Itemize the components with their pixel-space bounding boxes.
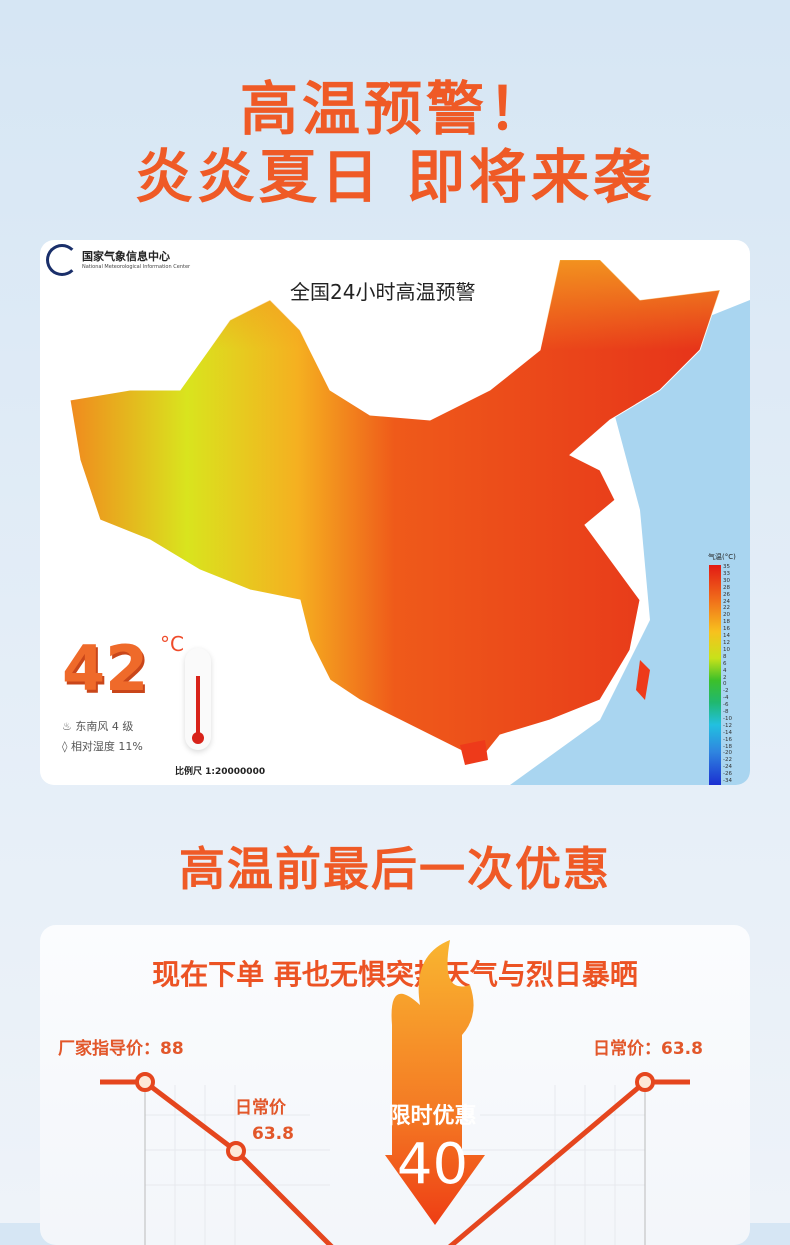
humidity-text: 相对湿度 11% bbox=[70, 740, 143, 753]
headline-line-2: 炎炎夏日 即将来袭 bbox=[134, 143, 656, 211]
headline-line-1: 高温预警！ bbox=[239, 75, 550, 143]
daily-price-value: 63.8 bbox=[252, 1124, 294, 1144]
humidity-info: ◊ 相对湿度 11% bbox=[62, 740, 143, 753]
price-line-down bbox=[100, 1079, 334, 1245]
legend-tick: -20 bbox=[723, 750, 732, 757]
temperature-value: 42 bbox=[62, 632, 149, 705]
price-chart bbox=[100, 940, 690, 1245]
legend-tick: 14 bbox=[723, 633, 730, 640]
legend-tick: -34 bbox=[723, 778, 732, 785]
legend-tick: 16 bbox=[723, 626, 730, 633]
legend-tick: -8 bbox=[723, 709, 729, 716]
thermometer-icon bbox=[185, 648, 211, 750]
legend-tick: 4 bbox=[723, 667, 727, 674]
legend-tick: 0 bbox=[723, 681, 727, 688]
legend-tick: 24 bbox=[723, 598, 730, 605]
legend-tick: -12 bbox=[723, 722, 732, 729]
legend-tick: -16 bbox=[723, 736, 732, 743]
section-title: 高温前最后一次优惠 bbox=[179, 842, 611, 896]
legend-tick: 26 bbox=[723, 591, 730, 598]
globe-icon bbox=[46, 244, 78, 276]
wind-icon: ♨ bbox=[62, 720, 76, 733]
legend-tick: 2 bbox=[723, 674, 727, 681]
legend-tick: -26 bbox=[723, 771, 732, 778]
legend-tick: -14 bbox=[723, 729, 732, 736]
msrp-label: 厂家指导价：88 bbox=[58, 1039, 184, 1059]
daily-price-label: 日常价 bbox=[235, 1098, 286, 1118]
legend-tick: 18 bbox=[723, 619, 730, 626]
map-title: 全国24小时高温预警 bbox=[290, 280, 476, 304]
daily-price-point bbox=[226, 1141, 246, 1161]
promo-card: 现在下单 再也无惧突热天气与烈日暴晒 厂家指导价：88 日常价 63.8 日常价… bbox=[40, 925, 750, 1245]
legend-tick: 22 bbox=[723, 605, 730, 612]
legend-tick: 35 bbox=[723, 564, 730, 570]
temperature-legend: 气温(°C) 35 33 30 28 26 24 22 20 18 16 14 12 10 8 6 4 2 0 -2… bbox=[708, 553, 748, 785]
legend-tick: 20 bbox=[723, 612, 730, 619]
legend-tick: 33 bbox=[723, 570, 730, 577]
legend-tick: -10 bbox=[723, 715, 732, 722]
legend-color-bar bbox=[709, 565, 721, 785]
promo-subtitle: 现在下单 再也无惧突热天气与烈日暴晒 bbox=[152, 958, 638, 991]
legend-tick: -24 bbox=[723, 764, 732, 771]
legend-tick: -22 bbox=[723, 757, 732, 764]
heat-warning-map-card: 国家气象信息中心 National Meteorological Informat… bbox=[40, 240, 750, 785]
map-scale: 比例尺 1:20000000 bbox=[175, 767, 266, 777]
legend-tick: 10 bbox=[723, 646, 730, 653]
legend-title: 气温(°C) bbox=[708, 553, 736, 561]
legend-tick: 12 bbox=[723, 639, 730, 646]
temperature-unit: °C bbox=[160, 632, 184, 656]
china-temperature-map bbox=[69, 259, 750, 785]
flame-arrow-badge bbox=[385, 940, 485, 1225]
logo-en: National Meteorological Information Cent… bbox=[82, 263, 191, 270]
legend-tick: 8 bbox=[723, 653, 727, 660]
legend-tick: -6 bbox=[723, 702, 729, 709]
legend-tick: -2 bbox=[723, 688, 729, 695]
wind-text: 东南风 4 级 bbox=[75, 720, 134, 733]
legend-tick: 28 bbox=[723, 584, 730, 591]
legend-tick: 30 bbox=[723, 577, 730, 584]
legend-tick: -18 bbox=[723, 743, 732, 750]
badge-label: 限时优惠 bbox=[388, 1104, 477, 1129]
legend-tick: -4 bbox=[723, 695, 729, 702]
nmic-logo: 国家气象信息中心 National Meteorological Informat… bbox=[46, 244, 190, 276]
logo-cn: 国家气象信息中心 bbox=[82, 250, 170, 264]
legend-tick: 6 bbox=[723, 660, 727, 667]
msrp-point bbox=[135, 1072, 155, 1092]
badge-price: 40 bbox=[396, 1132, 469, 1197]
hainan-island bbox=[460, 740, 488, 765]
wind-info: ♨ 东南风 4 级 bbox=[62, 720, 133, 733]
droplet-icon: ◊ bbox=[62, 740, 71, 753]
legend-ticks: 35 33 30 28 26 24 22 20 18 16 14 12 10 8 6 4 2 0 -2 -4 -6 -8-… bbox=[723, 564, 732, 785]
daily-price-right-point bbox=[635, 1072, 655, 1092]
taiwan-island bbox=[636, 660, 650, 700]
daily-price-right-label: 日常价：63.8 bbox=[593, 1039, 703, 1059]
sea-area bbox=[510, 300, 750, 785]
